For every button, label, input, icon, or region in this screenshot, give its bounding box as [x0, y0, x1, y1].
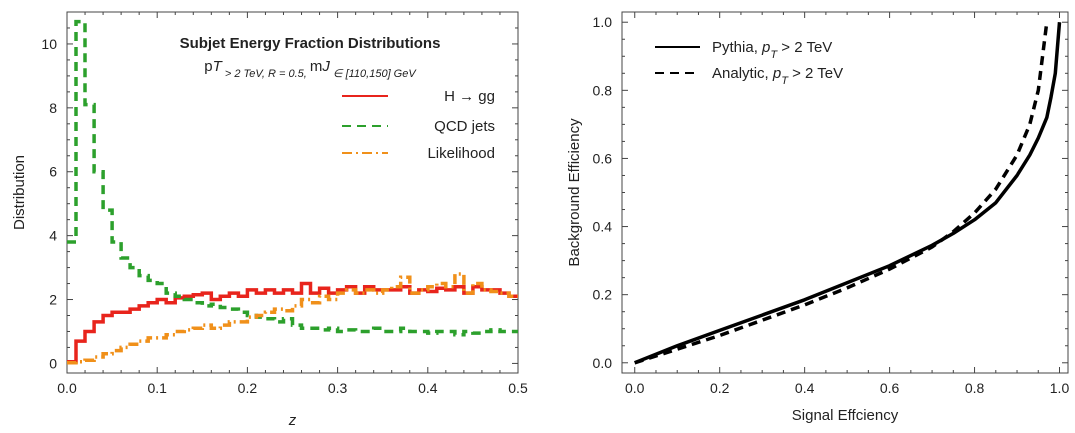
- right-y-tick-label: 0.0: [593, 355, 613, 371]
- right-x-tick-label: 0.8: [965, 380, 985, 396]
- right-y-tick-label: 0.4: [593, 219, 613, 235]
- right-x-tick-label: 1.0: [1050, 380, 1070, 396]
- right-x-tick-label: 0.6: [880, 380, 900, 396]
- right-legend-label-0-part: p: [761, 39, 770, 56]
- right-x-tick-label: 0.2: [710, 380, 730, 396]
- right-legend-label-1-part: Analytic,: [712, 65, 773, 82]
- left-chart-subtitle-part: T: [213, 58, 224, 75]
- left-chart-subtitle-part: > 2 TeV, R = 0.5,: [222, 68, 310, 80]
- left-y-tick-label: 8: [49, 100, 57, 116]
- right-plot-frame: [621, 11, 1069, 374]
- right-legend-label-0-part: > 2 TeV: [777, 39, 832, 56]
- right-y-tick-label: 0.2: [593, 287, 613, 303]
- left-x-tick-label: 0.2: [238, 380, 258, 396]
- series-likelihood-line: [67, 272, 518, 365]
- series-analytic-line: [634, 21, 1049, 365]
- right-x-tick-label: 0.0: [625, 380, 645, 396]
- series-h-gg-line: [67, 281, 518, 364]
- left-y-axis-label: Distribution: [11, 155, 28, 230]
- left-chart-subtitle-part: p: [204, 58, 212, 75]
- right-legend-label-1-part: > 2 TeV: [788, 65, 843, 82]
- right-legend-label-1-part: p: [772, 65, 781, 82]
- left-x-axis-label: z: [288, 412, 297, 428]
- left-y-tick-label: 6: [49, 164, 57, 180]
- right-x-axis-label: Signal Effciency: [792, 407, 899, 424]
- left-y-tick-label: 2: [49, 292, 57, 308]
- left-x-tick-label: 0.3: [328, 380, 348, 396]
- left-chart-subtitle-part: ∈ [110,150] GeV: [330, 68, 417, 80]
- left-chart: 0.0 0.1 0.2 0.3 0.4 0.5 0 2 4 6 8 10 z Distribution Su…: [11, 11, 528, 429]
- left-x-tick-label: 0.5: [508, 380, 528, 396]
- left-x-tick-label: 0.0: [57, 380, 77, 396]
- left-y-tick-label: 4: [49, 228, 57, 244]
- left-plot-frame: [66, 11, 519, 374]
- right-chart: 0.0 0.2 0.4 0.6 0.8 1.0 0.0 0.2 0.4 0.6 0.8 1.0 Sign…: [566, 11, 1070, 424]
- legend-label-1: QCD jets: [434, 118, 495, 135]
- right-legend-label-1: Analytic, pT > 2 TeV: [712, 65, 843, 87]
- right-y-axis-label: Background Efficiency: [566, 118, 583, 267]
- left-x-tick-label: 0.4: [418, 380, 438, 396]
- right-legend-label-0: Pythia, pT > 2 TeV: [712, 39, 832, 61]
- right-x-tick-label: 0.4: [795, 380, 815, 396]
- right-y-tick-label: 0.6: [593, 150, 613, 166]
- left-chart-title: Subjet Energy Fraction Distributions: [180, 35, 441, 52]
- series-qcd-jets-line: [67, 19, 518, 337]
- left-chart-subtitle: pT > 2 TeV, R = 0.5, mJ ∈ [110,150] GeV: [204, 58, 417, 80]
- right-y-tick-label: 0.8: [593, 82, 613, 98]
- left-y-tick-label: 0: [49, 355, 57, 371]
- left-y-tick-label: 10: [41, 36, 57, 52]
- left-x-tick-label: 0.1: [147, 380, 167, 396]
- left-chart-subtitle-part: J: [321, 58, 330, 75]
- legend-label-0: H → gg: [444, 88, 495, 105]
- series-pythia-line: [634, 22, 1062, 365]
- right-legend-label-0-part: Pythia,: [712, 39, 762, 56]
- legend-label-2: Likelihood: [427, 145, 495, 162]
- left-chart-subtitle-part: m: [310, 58, 323, 75]
- right-legend-label-1-part: T: [781, 75, 789, 87]
- right-legend-label-0-part: T: [770, 49, 778, 61]
- right-y-tick-label: 1.0: [593, 14, 613, 30]
